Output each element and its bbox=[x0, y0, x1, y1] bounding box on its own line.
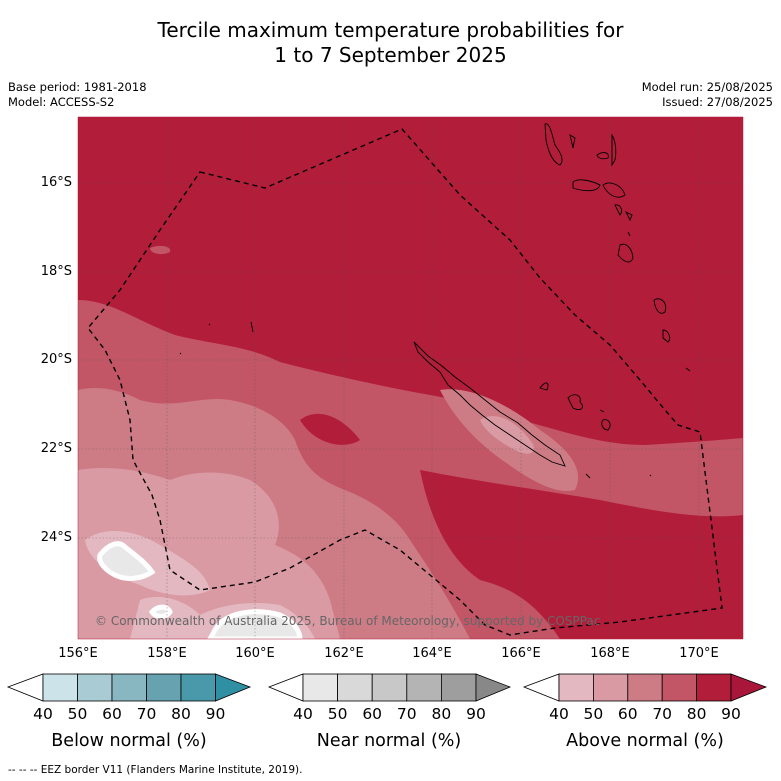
eez-legend-note: -- -- -- EEZ border V11 (Flanders Marine… bbox=[8, 764, 303, 776]
field-80-90-island bbox=[300, 413, 360, 445]
model-name: Model: ACCESS-S2 bbox=[8, 95, 115, 109]
near-tick-40: 40 bbox=[293, 705, 313, 723]
loyalty-islands bbox=[539, 382, 611, 431]
field-80-90-south bbox=[420, 470, 743, 639]
lat-label-18s: 18°S bbox=[40, 264, 72, 279]
lon-label-168e: 168°E bbox=[590, 646, 630, 661]
below-tick-90: 90 bbox=[205, 705, 226, 723]
lat-label-24s: 24°S bbox=[40, 530, 72, 545]
lon-label-158e: 158°E bbox=[147, 646, 187, 661]
below-tick-70: 70 bbox=[136, 705, 157, 723]
chart-title: Tercile maximum temperature probabilitie… bbox=[0, 18, 781, 68]
near-tick-60: 60 bbox=[362, 705, 383, 723]
meta-left: Base period: 1981-2018 Model: ACCESS-S2 bbox=[8, 80, 147, 110]
lon-label-170e: 170°E bbox=[679, 646, 719, 661]
model-run: Model run: 25/08/2025 bbox=[641, 80, 773, 94]
lon-label-156e: 156°E bbox=[58, 646, 98, 661]
meta-right: Model run: 25/08/2025 Issued: 27/08/2025 bbox=[642, 80, 773, 110]
near-tick-80: 80 bbox=[431, 705, 452, 723]
colorbar-near bbox=[267, 673, 512, 702]
above-tick-50: 50 bbox=[583, 705, 604, 723]
above-tick-60: 60 bbox=[617, 705, 638, 723]
lon-label-166e: 166°E bbox=[501, 646, 541, 661]
field-50-60 bbox=[78, 468, 340, 639]
near-normal-title: Near normal (%) bbox=[316, 731, 462, 751]
coastlines bbox=[179, 123, 691, 479]
below-tick-60: 60 bbox=[102, 705, 122, 723]
copyright-notice: © Commonwealth of Australia 2025, Bureau… bbox=[95, 614, 601, 628]
base-period: Base period: 1981-2018 bbox=[8, 80, 147, 94]
issued-date: Issued: 27/08/2025 bbox=[662, 95, 773, 109]
above-tick-40: 40 bbox=[549, 705, 569, 723]
graticule bbox=[78, 117, 743, 639]
vanuatu-islands bbox=[544, 123, 691, 372]
lat-label-20s: 20°S bbox=[40, 352, 72, 367]
field-below-40-a bbox=[97, 541, 156, 581]
above-tick-70: 70 bbox=[652, 705, 673, 723]
eez-border bbox=[87, 128, 723, 636]
above-tick-80: 80 bbox=[686, 705, 707, 723]
near-tick-90: 90 bbox=[466, 705, 486, 723]
near-tick-50: 50 bbox=[327, 705, 348, 723]
below-tick-80: 80 bbox=[171, 705, 191, 723]
lon-label-160e: 160°E bbox=[235, 646, 275, 661]
new-caledonia-coast bbox=[413, 341, 566, 467]
lon-label-162e: 162°E bbox=[324, 646, 364, 661]
probability-field bbox=[78, 117, 743, 639]
field-70-80-patch bbox=[150, 245, 171, 255]
near-tick-70: 70 bbox=[396, 705, 417, 723]
field-below-40-c bbox=[148, 604, 173, 619]
lon-label-164e: 164°E bbox=[412, 646, 452, 661]
lat-label-22s: 22°S bbox=[40, 441, 72, 456]
above-normal-title: Above normal (%) bbox=[566, 731, 724, 751]
solomon-islets bbox=[179, 321, 652, 479]
title-line-1: Tercile maximum temperature probabilitie… bbox=[157, 18, 624, 42]
below-normal-title: Below normal (%) bbox=[51, 731, 207, 751]
field-50-60-patch bbox=[480, 416, 535, 454]
below-tick-50: 50 bbox=[67, 705, 88, 723]
map-frame bbox=[77, 116, 744, 640]
below-tick-40: 40 bbox=[33, 705, 53, 723]
above-tick-90: 90 bbox=[721, 705, 741, 723]
colorbar-below bbox=[6, 673, 252, 702]
lat-label-16s: 16°S bbox=[40, 175, 72, 190]
colorbar-above bbox=[522, 673, 768, 702]
title-line-2: 1 to 7 September 2025 bbox=[274, 43, 507, 67]
